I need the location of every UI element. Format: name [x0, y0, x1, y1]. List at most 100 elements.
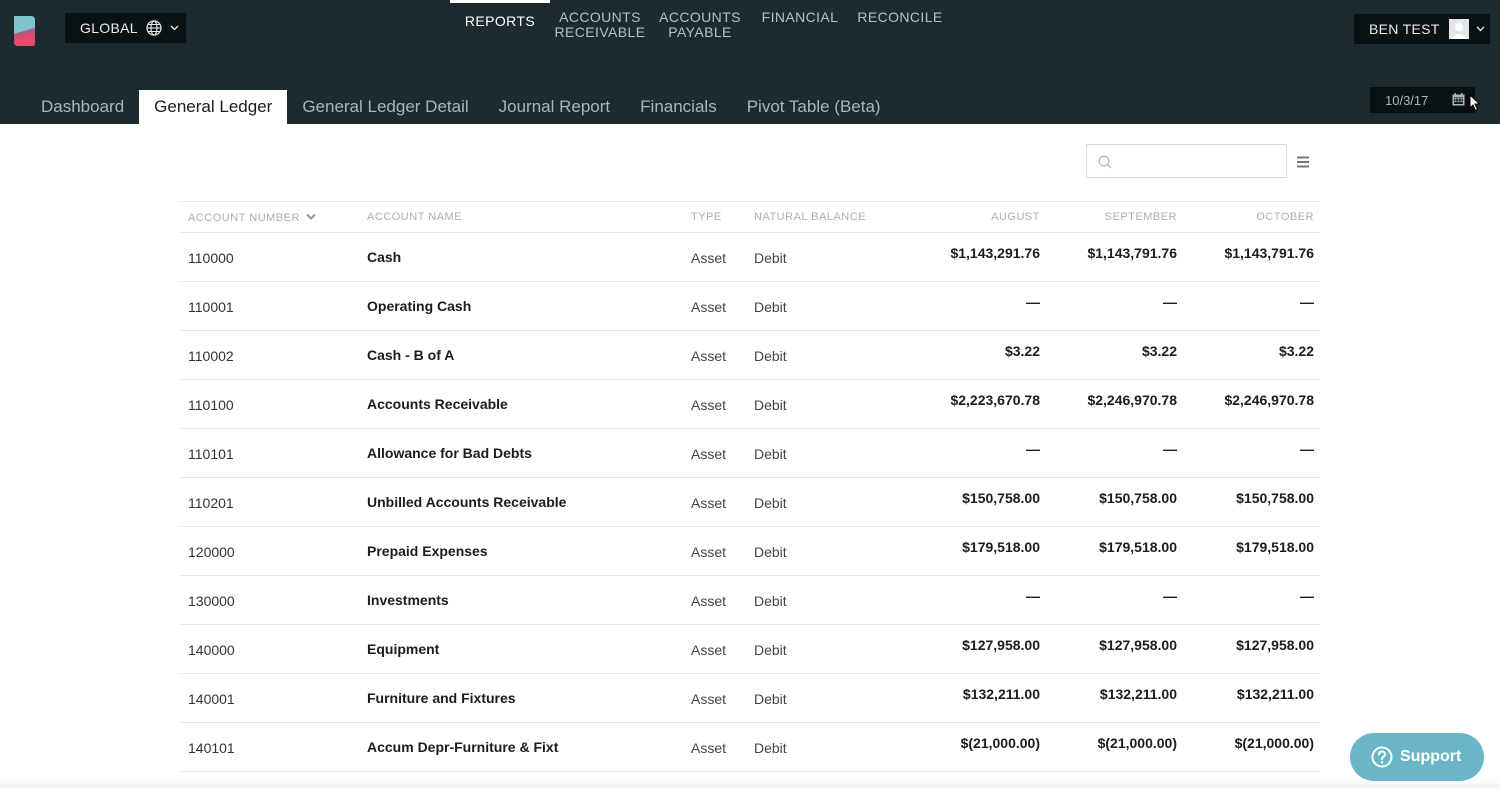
date-picker[interactable]: 10/3/17: [1370, 87, 1475, 113]
tab-financials[interactable]: Financials: [640, 97, 717, 116]
august-cell[interactable]: $1,143,291.76: [950, 245, 1040, 261]
table-row[interactable]: 140000 Equipment Asset Debit $127,958.00…: [181, 625, 1320, 674]
tab-journal-report[interactable]: Journal Report: [498, 97, 611, 116]
support-label: Support: [1400, 748, 1462, 765]
october-cell[interactable]: —: [1300, 294, 1314, 310]
account-name-cell[interactable]: Operating Cash: [367, 298, 472, 314]
logo-icon[interactable]: [11, 14, 37, 48]
september-cell[interactable]: $132,211.00: [1099, 686, 1177, 702]
type-cell: Asset: [691, 544, 727, 560]
october-cell[interactable]: $1,143,791.76: [1224, 245, 1314, 261]
table-row[interactable]: 120000 Prepaid Expenses Asset Debit $179…: [181, 527, 1320, 576]
chevron-down-icon: [1476, 26, 1485, 32]
global-entity-selector[interactable]: GLOBAL: [65, 13, 186, 43]
october-cell[interactable]: $(21,000.00): [1234, 735, 1314, 751]
august-cell[interactable]: $132,211.00: [962, 686, 1040, 702]
september-cell[interactable]: —: [1163, 294, 1177, 310]
september-cell[interactable]: $127,958.00: [1099, 637, 1177, 653]
tab-general-ledger[interactable]: General Ledger: [139, 90, 288, 124]
column-header-type[interactable]: TYPE: [691, 211, 722, 223]
nav-reconcile[interactable]: RECONCILE: [850, 0, 950, 60]
nav-reports-label: REPORTS: [464, 13, 536, 29]
natural-balance-cell: Debit: [754, 642, 787, 658]
september-cell[interactable]: —: [1163, 588, 1177, 604]
natural-balance-cell: Debit: [754, 495, 787, 511]
october-cell[interactable]: $179,518.00: [1236, 539, 1314, 555]
nav-financial[interactable]: FINANCIAL: [750, 0, 850, 60]
support-button[interactable]: Support: [1350, 733, 1484, 781]
september-cell[interactable]: $(21,000.00): [1097, 735, 1177, 751]
nav-ap-label-line1: ACCOUNTS: [659, 9, 741, 25]
account-number-cell: 140001: [188, 691, 235, 707]
tab-dashboard[interactable]: Dashboard: [41, 97, 125, 116]
table-row[interactable]: 140101 Accum Depr-Furniture & Fixt Asset…: [181, 723, 1320, 772]
account-number-cell: 140000: [188, 642, 235, 658]
nav-reports[interactable]: REPORTS: [450, 0, 550, 60]
september-cell[interactable]: $3.22: [1141, 343, 1177, 359]
account-name-cell[interactable]: Equipment: [367, 641, 440, 657]
september-cell[interactable]: $150,758.00: [1099, 490, 1177, 506]
august-cell[interactable]: $179,518.00: [962, 539, 1040, 555]
hamburger-menu-icon[interactable]: [1296, 155, 1310, 169]
account-name-cell[interactable]: Furniture and Fixtures: [367, 690, 516, 706]
column-header-account-name[interactable]: ACCOUNT NAME: [367, 211, 463, 223]
nav-accounts-receivable[interactable]: ACCOUNTS RECEIVABLE: [550, 0, 650, 60]
september-cell[interactable]: $1,143,791.76: [1087, 245, 1177, 261]
nav-accounts-payable[interactable]: ACCOUNTS PAYABLE: [650, 0, 750, 60]
table-row[interactable]: 110000 Cash Asset Debit $1,143,291.76 $1…: [181, 233, 1320, 282]
account-name-cell[interactable]: Accum Depr-Furniture & Fixt: [367, 739, 559, 755]
column-header-august[interactable]: AUGUST: [991, 211, 1040, 223]
type-cell: Asset: [691, 495, 727, 511]
october-cell[interactable]: $127,958.00: [1236, 637, 1314, 653]
august-cell[interactable]: —: [1026, 588, 1040, 604]
calendar-icon[interactable]: [1452, 93, 1465, 106]
natural-balance-cell: Debit: [754, 299, 787, 315]
october-cell[interactable]: $132,211.00: [1236, 686, 1314, 702]
august-cell[interactable]: —: [1026, 441, 1040, 457]
tab-pivot-table[interactable]: Pivot Table (Beta): [746, 97, 881, 116]
account-name-cell[interactable]: Unbilled Accounts Receivable: [367, 494, 567, 510]
table-row[interactable]: 110101 Allowance for Bad Debts Asset Deb…: [181, 429, 1320, 478]
august-cell[interactable]: $(21,000.00): [960, 735, 1040, 751]
type-cell: Asset: [691, 740, 727, 756]
october-cell[interactable]: $2,246,970.78: [1224, 392, 1314, 408]
august-cell[interactable]: $150,758.00: [962, 490, 1040, 506]
date-value: 10/3/17: [1385, 92, 1429, 108]
account-number-cell: 110101: [188, 446, 234, 462]
account-name-cell[interactable]: Cash: [367, 249, 402, 265]
nav-ap-label-line2: PAYABLE: [668, 24, 732, 40]
august-cell[interactable]: —: [1026, 294, 1040, 310]
account-name-cell[interactable]: Accounts Receivable: [367, 396, 508, 412]
august-cell[interactable]: $127,958.00: [962, 637, 1040, 653]
column-header-account-number[interactable]: ACCOUNT NUMBER: [188, 212, 317, 224]
table-row[interactable]: 130000 Investments Asset Debit — — —: [181, 576, 1320, 625]
october-cell[interactable]: —: [1300, 441, 1314, 457]
account-name-cell[interactable]: Allowance for Bad Debts: [367, 445, 532, 461]
october-cell[interactable]: $150,758.00: [1236, 490, 1314, 506]
august-cell[interactable]: $2,223,670.78: [950, 392, 1040, 408]
nav-financial-label: FINANCIAL: [761, 9, 839, 25]
table-row[interactable]: 140001 Furniture and Fixtures Asset Debi…: [181, 674, 1320, 723]
table-row[interactable]: 110001 Operating Cash Asset Debit — — —: [181, 282, 1320, 331]
column-header-natural-balance[interactable]: NATURAL BALANCE: [754, 211, 867, 223]
september-cell[interactable]: —: [1163, 441, 1177, 457]
table-row[interactable]: 110100 Accounts Receivable Asset Debit $…: [181, 380, 1320, 429]
september-cell[interactable]: $2,246,970.78: [1087, 392, 1177, 408]
october-cell[interactable]: $3.22: [1278, 343, 1314, 359]
account-name-cell[interactable]: Cash - B of A: [367, 347, 455, 363]
tab-general-ledger-detail[interactable]: General Ledger Detail: [302, 97, 469, 116]
search-field[interactable]: [1086, 144, 1287, 178]
account-name-cell[interactable]: Prepaid Expenses: [367, 543, 488, 559]
october-cell[interactable]: —: [1300, 588, 1314, 604]
august-cell[interactable]: $3.22: [1004, 343, 1040, 359]
table-row[interactable]: 110002 Cash - B of A Asset Debit $3.22 $…: [181, 331, 1320, 380]
account-name-cell[interactable]: Investments: [367, 592, 449, 608]
column-header-october[interactable]: OCTOBER: [1256, 211, 1314, 223]
account-number-cell: 110201: [188, 495, 234, 511]
september-cell[interactable]: $179,518.00: [1099, 539, 1177, 555]
user-menu[interactable]: BEN TEST: [1354, 14, 1490, 44]
search-input[interactable]: [1087, 145, 1286, 177]
globe-icon: [146, 20, 162, 36]
column-header-september[interactable]: SEPTEMBER: [1104, 211, 1177, 223]
table-row[interactable]: 110201 Unbilled Accounts Receivable Asse…: [181, 478, 1320, 527]
